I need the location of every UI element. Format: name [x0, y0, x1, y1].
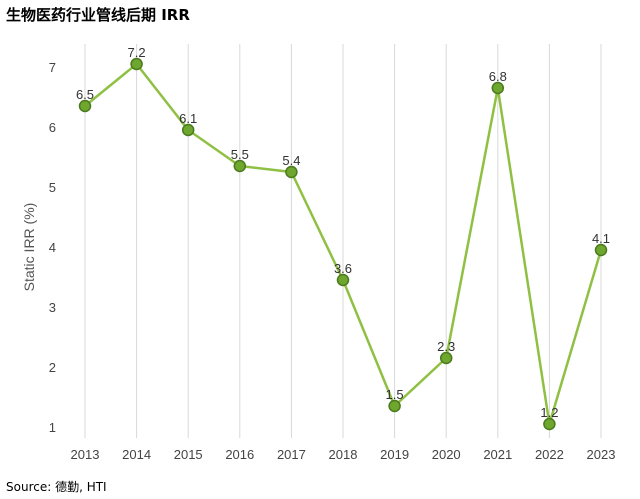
data-label-2017: 5.4: [282, 153, 300, 168]
x-tick-2013: 2013: [71, 447, 100, 462]
data-point-2013: [78, 99, 92, 113]
data-point-2015: [181, 123, 195, 137]
x-tick-2022: 2022: [535, 447, 564, 462]
x-tick-2014: 2014: [122, 447, 151, 462]
data-label-2013: 6.5: [76, 87, 94, 102]
data-label-2016: 5.5: [231, 147, 249, 162]
data-label-2020: 2.3: [437, 339, 455, 354]
data-point-2019: [388, 399, 401, 413]
x-tick-2016: 2016: [225, 447, 254, 462]
chart-title: 生物医药行业管线后期 IRR: [6, 6, 190, 24]
x-tick-2021: 2021: [483, 447, 512, 462]
data-point-2023: [594, 243, 608, 257]
y-axis-label: Static IRR (%): [21, 203, 37, 292]
x-tick-2020: 2020: [432, 447, 461, 462]
x-tick-2017: 2017: [277, 447, 306, 462]
data-point-2014: [130, 57, 143, 71]
y-tick-6: 6: [49, 120, 56, 135]
data-label-2022: 1.2: [540, 405, 558, 420]
x-tick-2015: 2015: [174, 447, 203, 462]
x-tick-2023: 2023: [587, 447, 616, 462]
data-point-2018: [336, 273, 350, 287]
y-tick-1: 1: [49, 420, 56, 435]
y-tick-3: 3: [49, 300, 56, 315]
x-tick-2018: 2018: [329, 447, 358, 462]
data-point-2017: [285, 165, 298, 179]
data-point-2020: [439, 351, 453, 365]
data-label-2014: 7.2: [128, 45, 146, 60]
data-label-2021: 6.8: [489, 69, 507, 84]
data-point-2022: [543, 417, 556, 431]
source-note: Source: 德勤, HTI: [6, 480, 107, 494]
data-label-2019: 1.5: [386, 387, 404, 402]
y-tick-2: 2: [49, 360, 56, 375]
data-label-2015: 6.1: [179, 111, 197, 126]
x-tick-2019: 2019: [380, 447, 409, 462]
data-label-2023: 4.1: [592, 231, 610, 246]
data-point-2021: [491, 81, 505, 95]
data-point-2016: [233, 159, 247, 173]
data-label-2018: 3.6: [334, 261, 352, 276]
y-tick-5: 5: [49, 180, 56, 195]
y-tick-7: 7: [49, 60, 56, 75]
y-tick-4: 4: [49, 240, 56, 255]
